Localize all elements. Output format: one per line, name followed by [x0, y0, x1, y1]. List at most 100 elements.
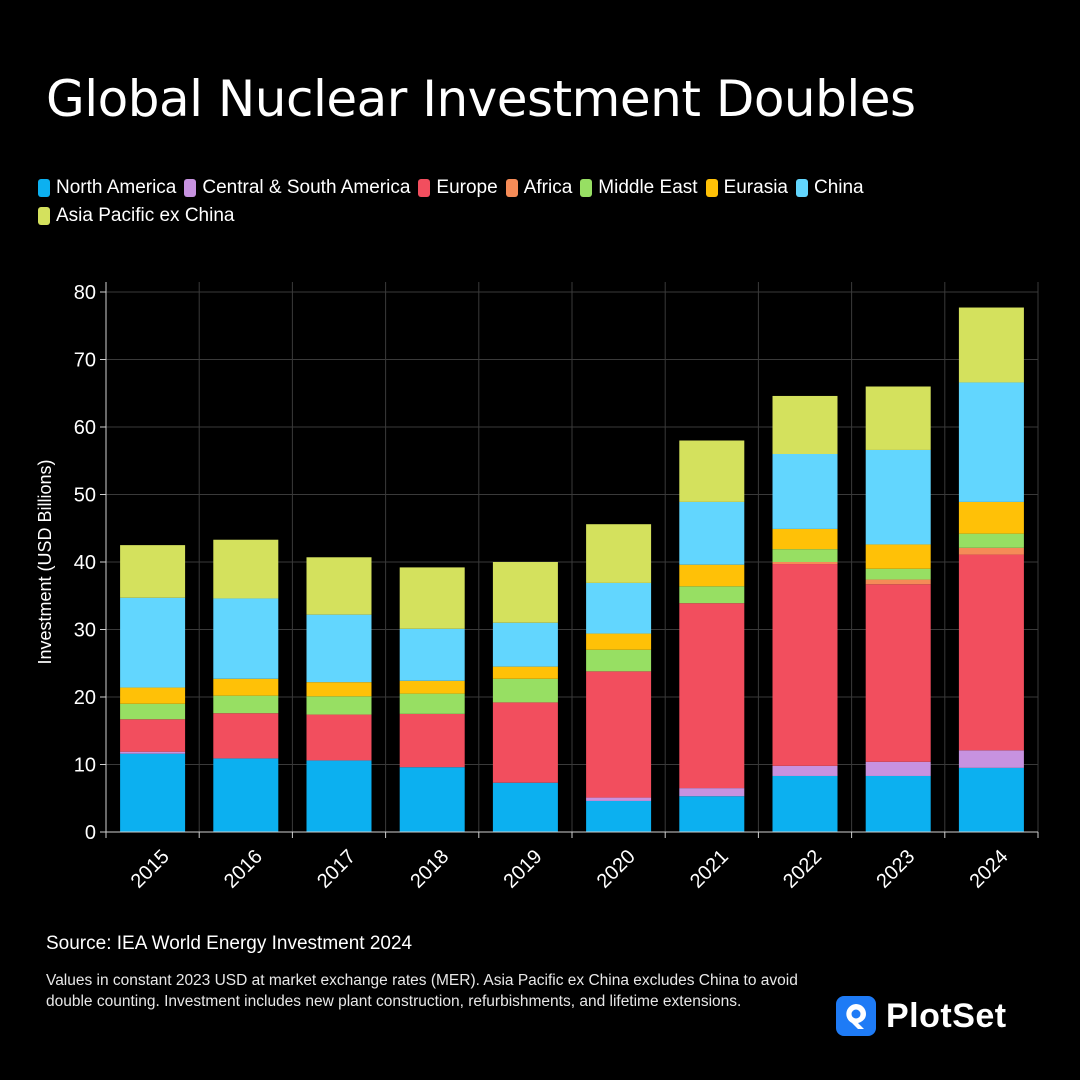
bar-segment — [492, 666, 558, 679]
x-tick-label: 2024 — [966, 846, 1013, 893]
bar-segment — [120, 751, 186, 754]
bar-segment — [586, 649, 652, 672]
bar-segment — [586, 797, 652, 801]
y-tick-label: 40 — [74, 552, 96, 574]
bar-segment — [213, 678, 279, 696]
y-tick-label: 10 — [74, 755, 96, 777]
bar-segment — [958, 307, 1024, 383]
x-tick-label: 2018 — [406, 846, 453, 893]
legend-swatch — [795, 179, 808, 197]
y-tick-label: 0 — [85, 822, 96, 844]
bar-segment — [865, 584, 931, 762]
legend: North America Central & South America Euro… — [38, 176, 998, 228]
footnote: Values in constant 2023 USD at market ex… — [46, 972, 798, 1010]
bar-segment — [865, 386, 931, 450]
legend-item: Africa — [505, 176, 573, 200]
bar-segment — [772, 775, 838, 832]
bar-segment — [865, 544, 931, 569]
bar-segment — [958, 750, 1024, 768]
y-tick-label: 20 — [74, 687, 96, 709]
y-axis-label: Investment (USD Billions) — [35, 459, 55, 664]
bar-segment — [586, 800, 652, 832]
bar-segment — [679, 501, 745, 565]
y-tick-label: 80 — [74, 282, 96, 304]
x-tick-label: 2019 — [500, 846, 547, 893]
bar-segment — [865, 568, 931, 580]
bar-segment — [772, 564, 838, 766]
legend-swatch — [705, 179, 718, 197]
x-tick-label: 2021 — [686, 846, 733, 893]
bar-segment — [213, 539, 279, 599]
bar-segment — [306, 557, 372, 615]
bar-segment — [306, 614, 372, 683]
bar-segment — [958, 501, 1024, 534]
bar-segment — [679, 796, 745, 832]
bar-segment — [399, 680, 465, 694]
legend-swatch — [505, 179, 518, 197]
brand-logo: PlotSet — [836, 996, 1007, 1036]
legend-item: North America — [38, 176, 176, 200]
legend-label: Europe — [436, 177, 498, 198]
legend-label: Africa — [523, 177, 573, 198]
bar-segment — [772, 454, 838, 529]
bar-segment — [492, 782, 558, 832]
legend-label: Central & South America — [202, 177, 411, 198]
x-tick-label: 2015 — [127, 846, 174, 893]
bar-segment — [120, 545, 186, 598]
bar-segment — [213, 598, 279, 679]
bar-segment — [586, 671, 652, 798]
plotset-logo-icon — [836, 996, 876, 1036]
bar-segment — [679, 603, 745, 789]
legend-item: Europe — [418, 176, 498, 200]
bar-segment — [958, 547, 1024, 555]
bar-segment — [865, 449, 931, 545]
bar-segment — [586, 582, 652, 634]
bar-segment — [586, 633, 652, 650]
stacked-bar-chart: 0 10 20 30 40 50 60 70 80 2015 2016 2017 2018 2019 202… — [35, 282, 1039, 893]
y-tick-label: 30 — [74, 620, 96, 642]
bar-segment — [492, 622, 558, 667]
legend-label: China — [813, 177, 864, 198]
legend-item: China — [795, 176, 864, 200]
bar-segment — [958, 767, 1024, 832]
bar-segment — [213, 758, 279, 832]
brand-name: PlotSet — [886, 996, 1007, 1035]
bar-segment — [306, 760, 372, 832]
legend-swatch — [38, 207, 50, 225]
legend-item: Central & South America — [184, 176, 410, 200]
chart-title: Global Nuclear Investment Doubles — [46, 70, 916, 128]
y-tick-label: 50 — [74, 485, 96, 507]
x-tick-label: 2023 — [872, 846, 919, 893]
bar-segment — [958, 382, 1024, 502]
bar-segment — [120, 703, 186, 720]
bar-segment — [679, 788, 745, 797]
legend-label: Middle East — [598, 177, 698, 198]
bar-segment — [213, 713, 279, 759]
bar-segment — [492, 562, 558, 623]
legend-label: Eurasia — [723, 177, 788, 198]
y-tick-label: 70 — [74, 350, 96, 372]
bar-segment — [399, 693, 465, 714]
bar-segment — [772, 549, 838, 562]
legend-item: Asia Pacific ex China — [38, 204, 234, 228]
legend-swatch — [418, 179, 431, 197]
x-tick-label: 2016 — [220, 846, 267, 893]
bar-segment — [306, 714, 372, 761]
x-tick-label: 2022 — [779, 846, 826, 893]
bar-segment — [865, 775, 931, 832]
bar-segment — [399, 567, 465, 629]
bar-segment — [306, 682, 372, 697]
bar-segment — [958, 533, 1024, 548]
legend-swatch — [38, 179, 50, 197]
bar-segment — [772, 528, 838, 550]
legend-item: Middle East — [580, 176, 698, 200]
bar-segment — [399, 767, 465, 832]
x-tick-label: 2020 — [593, 846, 640, 893]
legend-label: Asia Pacific ex China — [56, 205, 235, 226]
bar-segment — [679, 440, 745, 502]
legend-label: North America — [56, 177, 177, 198]
legend-swatch — [184, 179, 197, 197]
bar-segment — [399, 628, 465, 681]
legend-item: Eurasia — [705, 176, 788, 200]
bar-segment — [772, 765, 838, 776]
